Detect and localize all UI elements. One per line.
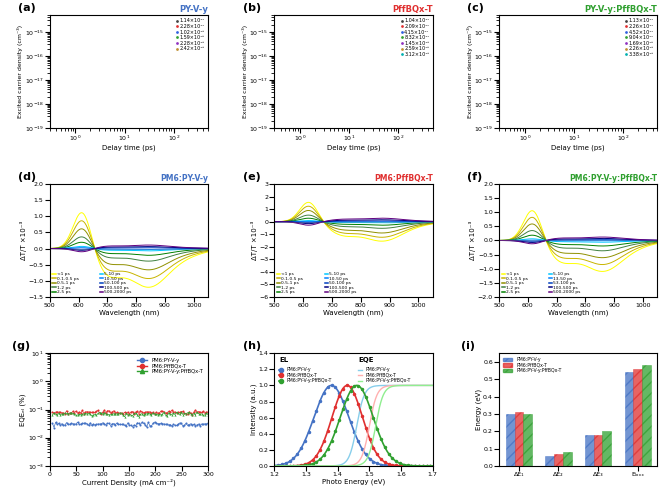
X-axis label: Photo Energy (eV): Photo Energy (eV) xyxy=(322,478,385,485)
Bar xyxy=(523,414,532,466)
Text: EQE: EQE xyxy=(359,357,374,363)
Text: (c): (c) xyxy=(467,3,484,13)
Bar xyxy=(545,455,554,466)
Legend: PM6:PY-V-y, PM6:PffBQx-T, PM6:PY-V-y:PffBQx-T: PM6:PY-V-y, PM6:PffBQx-T, PM6:PY-V-y:Pff… xyxy=(135,356,205,376)
X-axis label: Delay time (ps): Delay time (ps) xyxy=(102,145,156,151)
Y-axis label: ΔT/T ×10⁻³: ΔT/T ×10⁻³ xyxy=(250,221,258,260)
Text: PM6:PY-V-y:PffBQx-T: PM6:PY-V-y:PffBQx-T xyxy=(569,174,657,183)
Text: EL: EL xyxy=(280,357,288,363)
Text: PM6:PffBQx-T: PM6:PffBQx-T xyxy=(374,174,433,183)
Text: (g): (g) xyxy=(12,341,30,351)
Legend: 1.04×10¹⁷, 2.09×10¹⁷, 4.15×10¹⁷, 8.32×10¹⁷, 1.45×10¹⁸, 2.59×10¹⁸, 3.12×10¹⁸: 1.04×10¹⁷, 2.09×10¹⁷, 4.15×10¹⁷, 8.32×10… xyxy=(400,18,430,58)
Text: (i): (i) xyxy=(461,341,475,351)
Text: (b): (b) xyxy=(243,3,261,13)
Y-axis label: ΔT/T ×10⁻³: ΔT/T ×10⁻³ xyxy=(20,221,27,260)
Bar xyxy=(642,365,651,466)
Legend: 5-10 ps, 10-50 ps, 50-100 ps, 100-500 ps, 500-2000 ps: 5-10 ps, 10-50 ps, 50-100 ps, 100-500 ps… xyxy=(100,272,132,295)
X-axis label: Wavelength (nm): Wavelength (nm) xyxy=(323,310,384,316)
Legend: 1.14×10¹⁷, 2.28×10¹⁷, 1.02×10¹⁸, 1.59×10¹⁸, 2.28×10¹⁸, 2.42×10¹⁸: 1.14×10¹⁷, 2.28×10¹⁷, 1.02×10¹⁸, 1.59×10… xyxy=(175,18,206,52)
X-axis label: Wavelength (nm): Wavelength (nm) xyxy=(99,310,159,316)
Bar xyxy=(594,435,602,466)
Y-axis label: Excited carrier density (cm⁻³): Excited carrier density (cm⁻³) xyxy=(467,25,473,118)
Legend: 1.13×10¹⁷, 2.26×10¹⁷, 4.52×10¹⁷, 9.04×10¹⁷, 1.69×10¹⁸, 2.26×10¹⁸, 3.38×10¹⁸: 1.13×10¹⁷, 2.26×10¹⁷, 4.52×10¹⁷, 9.04×10… xyxy=(624,18,655,58)
Legend: 5-10 ps, 10-50 ps, 50-100 ps, 100-500 ps, 500-2000 ps: 5-10 ps, 10-50 ps, 50-100 ps, 100-500 ps… xyxy=(324,272,357,295)
Y-axis label: ΔT/T ×10⁻³: ΔT/T ×10⁻³ xyxy=(469,221,476,260)
Text: (d): (d) xyxy=(18,172,37,182)
Y-axis label: EQEₑₗ (%): EQEₑₗ (%) xyxy=(20,393,26,426)
Text: PY-V-y:PffBQx-T: PY-V-y:PffBQx-T xyxy=(584,5,657,14)
Legend: 5-10 ps, 13-50 ps, 53-100 ps, 100-500 ps, 500-2000 ps: 5-10 ps, 13-50 ps, 53-100 ps, 100-500 ps… xyxy=(549,272,581,295)
Text: PY-V-y: PY-V-y xyxy=(179,5,208,14)
X-axis label: Delay time (ps): Delay time (ps) xyxy=(327,145,380,151)
Y-axis label: Energy (eV): Energy (eV) xyxy=(475,389,481,430)
Legend: PM6:PY-V-y, PM6:PffBQx-T, PM6:PY-V-y:PffBQx-T: PM6:PY-V-y, PM6:PffBQx-T, PM6:PY-V-y:Pff… xyxy=(501,356,563,375)
Y-axis label: Excited carrier density (cm⁻³): Excited carrier density (cm⁻³) xyxy=(242,25,248,118)
Text: PM6:PY-V-y: PM6:PY-V-y xyxy=(160,174,208,183)
Bar xyxy=(563,452,572,466)
Text: (h): (h) xyxy=(243,341,261,351)
Y-axis label: Excited carrier density (cm⁻³): Excited carrier density (cm⁻³) xyxy=(17,25,23,118)
X-axis label: Wavelength (nm): Wavelength (nm) xyxy=(548,310,608,316)
X-axis label: Current Density (mA cm⁻²): Current Density (mA cm⁻²) xyxy=(82,478,176,486)
Bar xyxy=(506,414,515,466)
Bar xyxy=(515,412,523,466)
Bar xyxy=(585,435,594,466)
Text: (e): (e) xyxy=(243,172,260,182)
Bar xyxy=(633,369,642,466)
Y-axis label: Intensity (a.u.): Intensity (a.u.) xyxy=(250,384,257,435)
Text: (a): (a) xyxy=(18,3,36,13)
Bar xyxy=(554,454,563,466)
Legend: PM6:PY-V-y, PM6:PffBQx-T, PM6:PY-V-y:PffBQx-T: PM6:PY-V-y, PM6:PffBQx-T, PM6:PY-V-y:Pff… xyxy=(356,366,413,385)
Text: PffBQx-T: PffBQx-T xyxy=(392,5,433,14)
Bar xyxy=(602,431,611,466)
Text: (f): (f) xyxy=(467,172,483,182)
X-axis label: Delay time (ps): Delay time (ps) xyxy=(551,145,605,151)
Bar xyxy=(625,372,633,466)
